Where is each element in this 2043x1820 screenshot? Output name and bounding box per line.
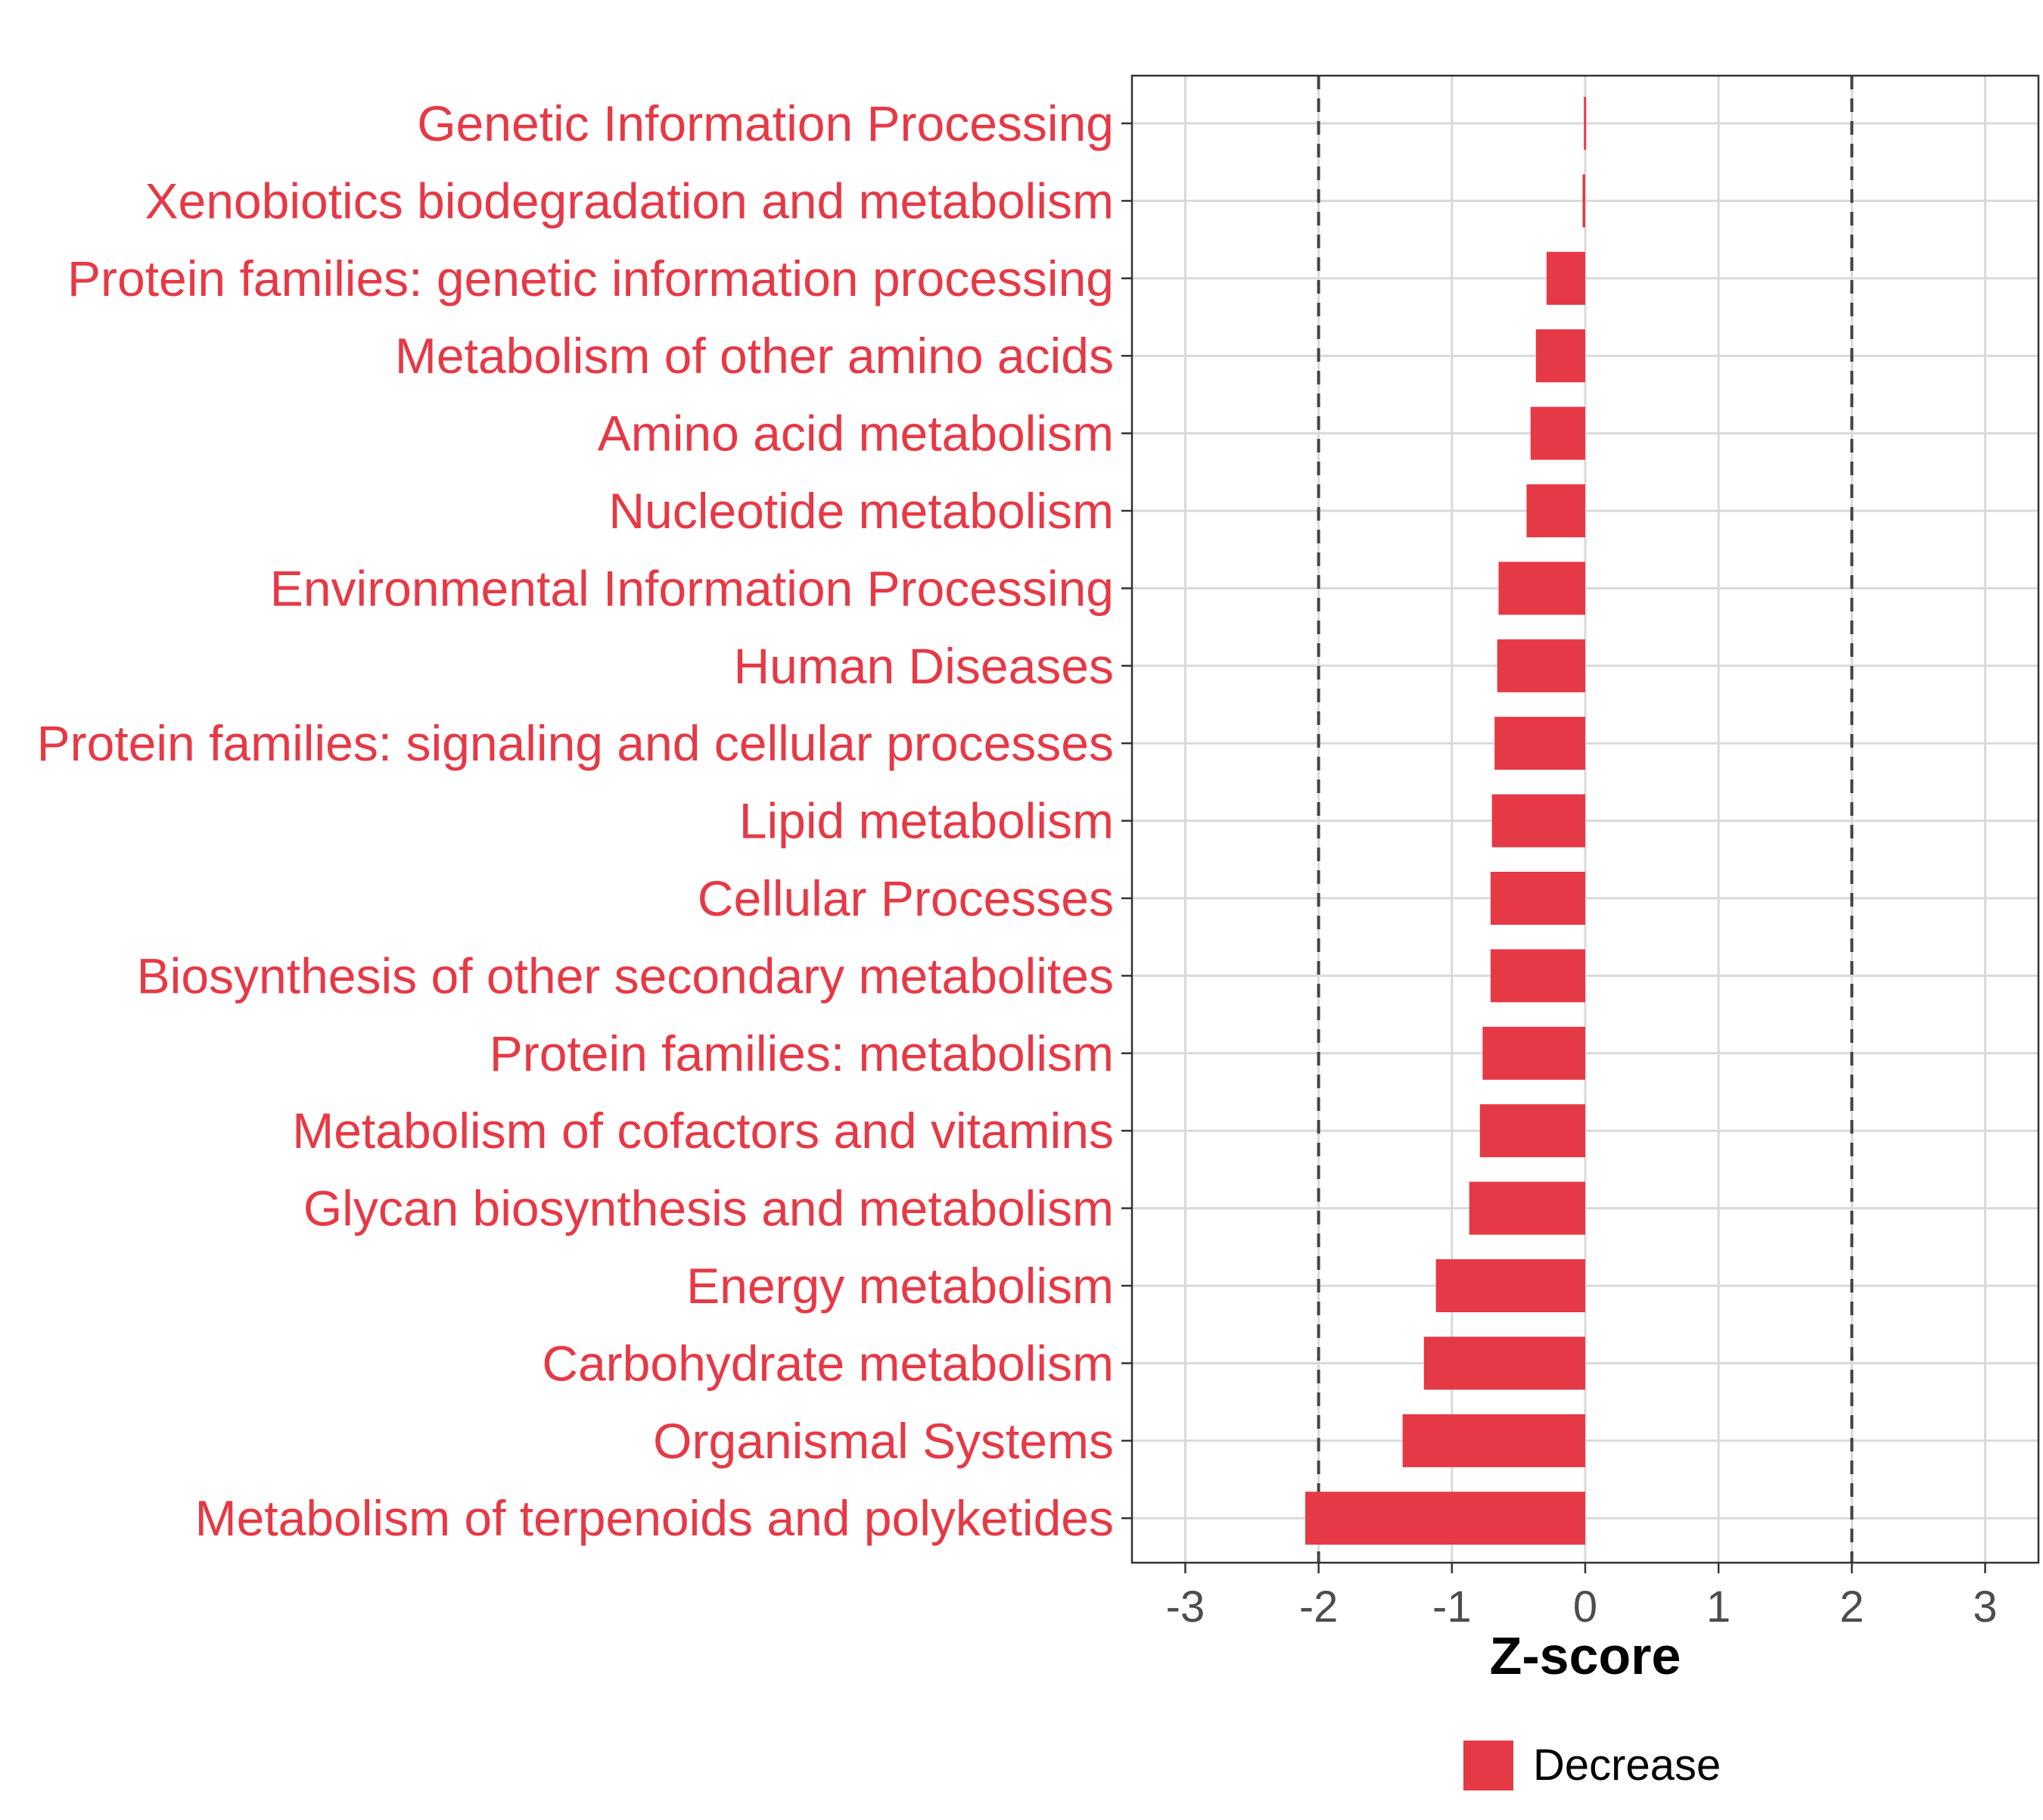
x-tick-label: -1 (1432, 1582, 1472, 1632)
y-tick-label: Protein families: metabolism (490, 1025, 1114, 1081)
legend: Decrease (1463, 1741, 1721, 1790)
y-tick-label: Organismal Systems (653, 1413, 1114, 1469)
bar-10 (1491, 794, 1585, 848)
bar-1 (1584, 97, 1587, 150)
y-tick-label: Environmental Information Processing (270, 560, 1114, 616)
y-tick-label: Metabolism of cofactors and vitamins (292, 1103, 1114, 1159)
bar-13 (1482, 1026, 1585, 1080)
y-tick-label: Lipid metabolism (739, 793, 1114, 849)
y-tick-label: Nucleotide metabolism (608, 483, 1114, 539)
x-tick-label: 1 (1706, 1582, 1730, 1632)
y-tick-label: Genetic Information Processing (417, 95, 1114, 151)
x-axis-title: Z-score (1490, 1626, 1681, 1685)
y-tick-label: Xenobiotics biodegradation and metabolis… (145, 173, 1115, 229)
y-tick-label: Energy metabolism (686, 1258, 1114, 1314)
bar-4 (1535, 329, 1585, 383)
x-tick-label: 3 (1973, 1582, 1997, 1632)
bar-9 (1494, 717, 1585, 770)
bar-7 (1498, 562, 1585, 615)
y-tick-label: Protein families: genetic information pr… (67, 250, 1114, 306)
y-tick-label: Protein families: signaling and cellular… (37, 715, 1114, 771)
x-axis-tick-labels: -3 -2 -1 0 1 2 3 (1166, 1582, 1998, 1632)
bar-12 (1490, 949, 1585, 1003)
bar-19 (1305, 1492, 1585, 1545)
bar-18 (1402, 1414, 1585, 1467)
y-axis-ticks (1121, 122, 1132, 1520)
y-tick-label: Cellular Processes (698, 870, 1114, 926)
bar-2 (1582, 174, 1585, 228)
bar-6 (1526, 484, 1585, 537)
bar-8 (1497, 639, 1585, 692)
bar-15 (1469, 1181, 1585, 1235)
reference-lines (1317, 76, 1854, 1563)
bar-16 (1435, 1259, 1585, 1312)
x-tick-label: 2 (1839, 1582, 1864, 1632)
y-tick-label: Metabolism of terpenoids and polyketides (195, 1490, 1114, 1546)
bar-14 (1479, 1104, 1585, 1158)
y-tick-label: Glycan biosynthesis and metabolism (303, 1181, 1114, 1237)
x-tick-label: 0 (1573, 1582, 1597, 1632)
y-tick-label: Metabolism of other amino acids (395, 328, 1114, 384)
legend-swatch-decrease (1463, 1741, 1513, 1790)
y-tick-label: Biosynthesis of other secondary metaboli… (137, 947, 1114, 1003)
y-tick-label: Carbohydrate metabolism (542, 1335, 1114, 1391)
bars (1305, 97, 1587, 1545)
x-tick-label: -2 (1299, 1582, 1339, 1632)
y-axis-labels: Genetic Information Processing Xenobiotic… (37, 95, 1114, 1546)
x-tick-label: -3 (1166, 1582, 1205, 1632)
y-tick-label: Amino acid metabolism (598, 406, 1114, 462)
bar-11 (1490, 872, 1585, 925)
y-tick-label: Human Diseases (733, 638, 1114, 694)
x-axis-ticks (1184, 1563, 1986, 1573)
bar-3 (1546, 251, 1585, 305)
bar-5 (1530, 406, 1585, 460)
legend-label-decrease: Decrease (1533, 1741, 1721, 1790)
bar-17 (1423, 1336, 1585, 1390)
